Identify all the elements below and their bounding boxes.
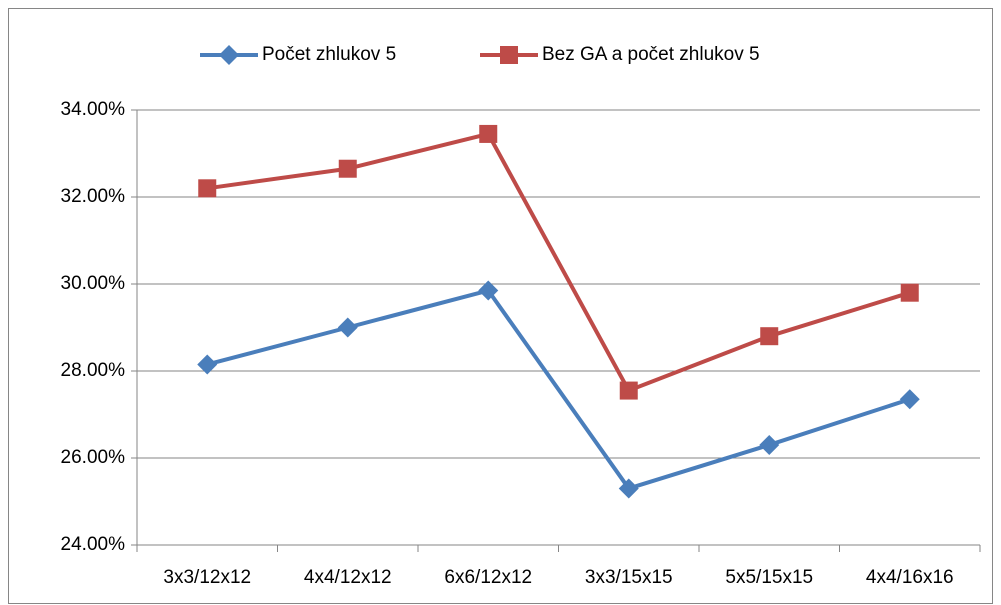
x-tick-label: 4x4/16x16 bbox=[866, 567, 954, 588]
data-point bbox=[759, 434, 780, 455]
legend-label: Bez GA a počet zhlukov 5 bbox=[542, 44, 760, 65]
data-point bbox=[198, 179, 217, 198]
x-tick-label: 5x5/15x15 bbox=[725, 567, 813, 588]
data-point bbox=[619, 381, 638, 400]
y-tick-label: 30.00% bbox=[61, 273, 126, 294]
y-tick-label: 32.00% bbox=[61, 186, 126, 207]
series-line bbox=[206, 288, 911, 491]
y-tick-label: 26.00% bbox=[61, 447, 126, 468]
series-line bbox=[206, 131, 911, 393]
legend-marker bbox=[500, 46, 518, 64]
data-point bbox=[899, 389, 920, 410]
data-point bbox=[900, 283, 919, 302]
x-tick-label: 6x6/12x12 bbox=[444, 567, 532, 588]
y-tick-label: 34.00% bbox=[61, 99, 126, 120]
x-tick-label: 3x3/15x15 bbox=[585, 567, 673, 588]
legend-label: Počet zhlukov 5 bbox=[262, 44, 396, 65]
data-point bbox=[479, 124, 498, 143]
x-tick-label: 3x3/12x12 bbox=[163, 567, 251, 588]
data-point bbox=[337, 317, 358, 338]
data-point bbox=[478, 280, 499, 301]
legend-marker bbox=[219, 45, 239, 65]
data-point bbox=[618, 478, 639, 499]
data-point bbox=[760, 327, 779, 346]
y-tick-label: 28.00% bbox=[61, 360, 126, 381]
data-point bbox=[338, 159, 357, 178]
x-tick-label: 4x4/12x12 bbox=[304, 567, 392, 588]
data-point bbox=[197, 354, 218, 375]
y-tick-label: 24.00% bbox=[61, 534, 126, 555]
